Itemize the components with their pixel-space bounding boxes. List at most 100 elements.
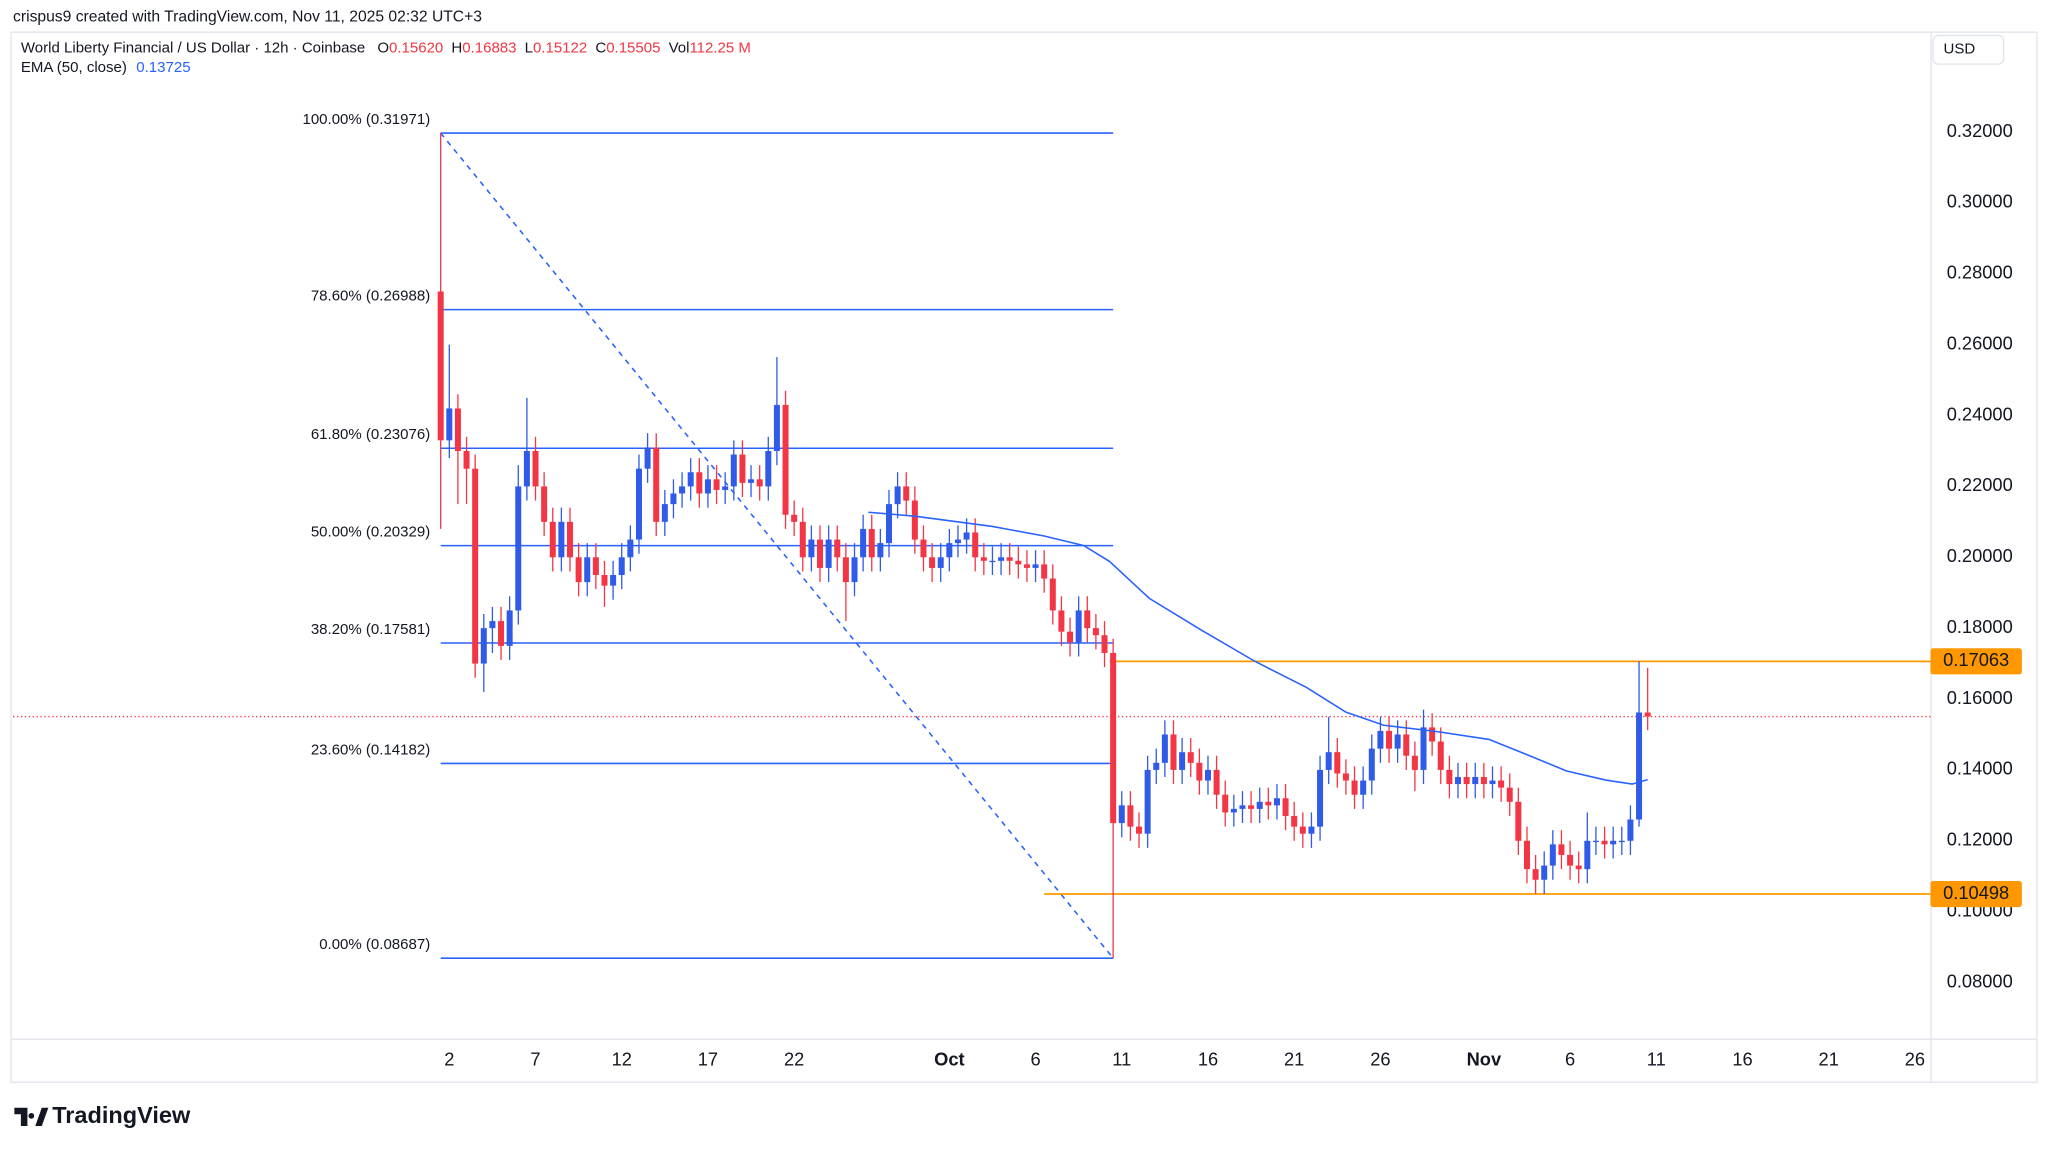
candle (1023, 550, 1030, 583)
ema-line (868, 511, 1648, 785)
candle (1187, 738, 1194, 777)
candle (1386, 716, 1393, 763)
candle (722, 472, 729, 505)
candle (1161, 720, 1168, 777)
candle (575, 543, 582, 597)
candle (937, 543, 944, 583)
candle (1317, 755, 1324, 841)
candle (1248, 791, 1255, 824)
candle-body (929, 557, 936, 568)
candle (1273, 784, 1280, 820)
candle-body (1584, 840, 1591, 870)
candle-body (532, 450, 539, 487)
candle-body (868, 528, 875, 558)
fib-level-label: 38.20% (0.17581) (311, 621, 430, 638)
candle (644, 433, 651, 483)
candle (472, 454, 479, 678)
candle (877, 528, 884, 572)
candle (687, 458, 694, 501)
candle (1498, 766, 1505, 802)
candle-body (998, 557, 1005, 561)
candle-body (937, 557, 944, 568)
candle (679, 472, 686, 508)
credit: crispus9 created with TradingView.com, N… (13, 8, 482, 25)
candle-body (1308, 826, 1315, 834)
candle (1144, 755, 1151, 848)
candle-body (756, 479, 763, 487)
chart-frame (10, 31, 2038, 1083)
candle-body (1075, 610, 1082, 643)
candle (1101, 621, 1108, 668)
indicator-name: EMA (50, close) (21, 59, 127, 76)
candle-body (446, 408, 453, 441)
candle-body (1627, 819, 1634, 841)
candle (1118, 791, 1125, 838)
candle-body (911, 500, 918, 540)
logo[interactable]: TradingView (14, 1102, 191, 1128)
candle-body (1506, 787, 1513, 802)
y-tick-label: 0.18000 (1947, 616, 2013, 637)
candle-body (1498, 780, 1505, 788)
candle (1256, 787, 1263, 824)
candle (1351, 766, 1358, 809)
candle (618, 543, 625, 590)
candle-body (1403, 734, 1410, 756)
candle-body (1575, 865, 1582, 870)
candle (506, 596, 513, 661)
candle (661, 489, 668, 537)
ohlc-label: H (451, 39, 462, 56)
level-price-tag (1930, 648, 2022, 675)
candle (696, 458, 703, 508)
candle (584, 543, 591, 597)
candle (1480, 762, 1487, 799)
candle (1472, 762, 1479, 799)
candle-body (592, 557, 599, 575)
candle-body (1015, 560, 1022, 565)
candle-body (808, 539, 815, 558)
candle-body (1541, 865, 1548, 880)
candle (1515, 787, 1522, 855)
candle (1610, 826, 1617, 859)
candle-body (972, 532, 979, 558)
candle (748, 465, 755, 498)
candle-body (1532, 869, 1539, 880)
candle (1049, 564, 1056, 625)
ohlc-value: 0.15122 (533, 39, 587, 56)
x-tick-label: 21 (1284, 1049, 1304, 1070)
candle (1299, 812, 1306, 848)
ohlc-value: 0.15620 (389, 39, 443, 56)
currency-label[interactable]: USD (1944, 41, 1976, 58)
candle (454, 394, 461, 505)
currency-button[interactable] (1932, 34, 2005, 65)
candle-body (1187, 752, 1194, 763)
candle-body (920, 539, 927, 558)
candle-body (1480, 776, 1487, 785)
candle (860, 514, 867, 572)
candle (566, 507, 574, 572)
candle-body (1368, 748, 1375, 781)
candle (1058, 596, 1065, 646)
candle (1463, 762, 1470, 799)
candle (989, 546, 996, 575)
candle-body (1463, 776, 1470, 785)
x-tick-label: 21 (1819, 1049, 1839, 1070)
candle (489, 606, 496, 653)
y-tick-label: 0.14000 (1947, 758, 2013, 779)
candle (1592, 826, 1599, 855)
candle (1204, 755, 1211, 795)
candle (894, 472, 901, 519)
candle-body (1067, 631, 1074, 643)
candle-body (1230, 808, 1237, 813)
candle-body (1601, 840, 1608, 845)
x-tick-label: 22 (784, 1049, 804, 1070)
candle-body (480, 628, 487, 664)
fib-level-label: 50.00% (0.20329) (311, 524, 430, 541)
candle (1222, 780, 1229, 827)
candle (851, 543, 858, 597)
candle (963, 518, 970, 554)
candle-body (1325, 752, 1332, 770)
candle-body (1222, 794, 1229, 813)
x-tick-label: 16 (1198, 1049, 1218, 1070)
candle-body (1342, 773, 1349, 781)
